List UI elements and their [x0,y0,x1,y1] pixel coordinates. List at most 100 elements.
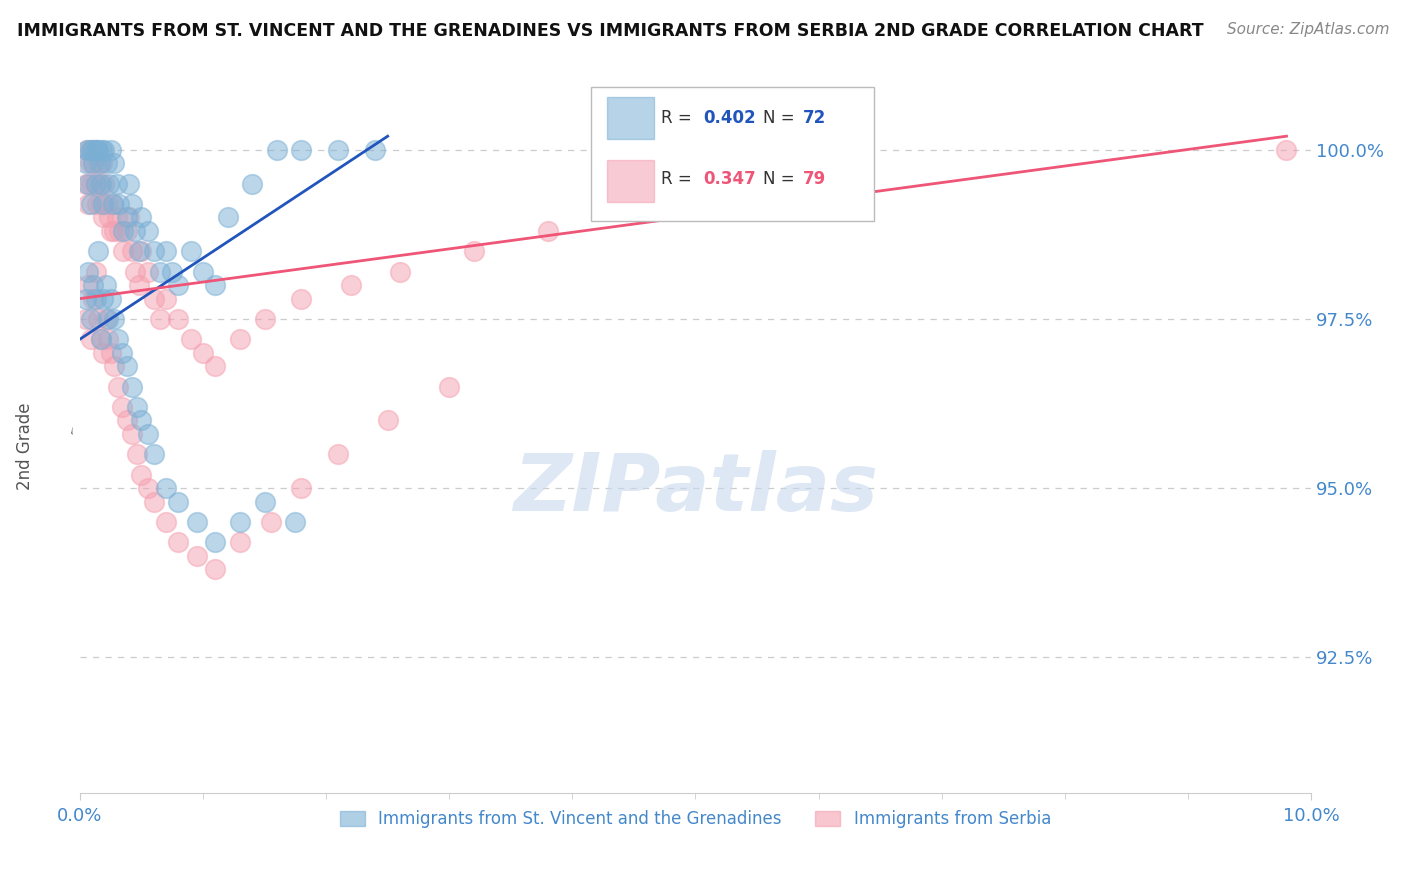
Point [136,481,159,495]
Point [86,197,108,211]
Point [89,177,111,191]
Point [84,264,107,278]
Point [364,143,387,157]
Point [131,467,153,482]
Point [80,312,103,326]
Point [90,177,112,191]
Point [76,143,98,157]
Point [463,244,485,259]
Point [180,332,202,346]
Point [83,143,105,157]
Point [101,197,124,211]
Point [87,312,110,326]
Point [623,197,645,211]
Y-axis label: Serbia
2nd Grade: Serbia 2nd Grade [72,427,75,434]
Point [204,562,226,576]
Point [142,244,165,259]
Point [240,177,263,191]
Point [136,224,159,238]
Point [131,244,153,259]
Point [100,224,122,238]
Point [105,177,128,191]
Point [167,535,190,549]
Point [191,264,214,278]
Point [101,197,124,211]
Point [229,535,252,549]
Point [87,143,110,157]
Point [103,359,125,374]
Point [439,379,461,393]
Point [121,244,143,259]
Point [121,197,143,211]
Text: 72: 72 [803,109,825,127]
Point [103,224,125,238]
Point [388,264,411,278]
Point [100,292,122,306]
Point [96,197,118,211]
Text: 0.402: 0.402 [703,109,755,127]
Point [90,332,112,346]
Point [204,359,226,374]
Point [75,177,97,191]
Text: Source: ZipAtlas.com: Source: ZipAtlas.com [1226,22,1389,37]
Text: 0.347: 0.347 [703,170,755,188]
Point [84,143,107,157]
Point [105,211,128,225]
Point [217,211,239,225]
Point [90,332,112,346]
Point [86,143,108,157]
Point [107,379,129,393]
Point [266,143,288,157]
Point [339,278,361,293]
Point [131,211,153,225]
Point [186,549,208,563]
Point [142,447,165,461]
Point [290,143,312,157]
Point [87,244,110,259]
Point [115,224,138,238]
Point [87,156,110,170]
Point [149,312,172,326]
Point [79,143,101,157]
Point [91,143,114,157]
Point [96,156,118,170]
Point [100,345,122,359]
Point [97,312,120,326]
Point [84,292,107,306]
Point [253,312,276,326]
Point [115,359,138,374]
Point [84,177,107,191]
Point [82,143,104,157]
Point [111,345,134,359]
FancyBboxPatch shape [607,97,654,139]
Point [82,156,104,170]
Point [108,224,131,238]
Point [77,264,100,278]
Point [124,224,146,238]
Point [167,312,190,326]
Point [115,413,138,427]
Point [142,292,165,306]
Point [111,244,134,259]
Point [125,400,148,414]
Point [98,211,121,225]
Point [100,143,122,157]
Point [1275,143,1298,157]
Point [290,292,312,306]
Point [93,143,115,157]
Point [191,345,214,359]
Point [142,494,165,508]
Point [98,177,121,191]
Point [90,197,112,211]
Point [290,481,312,495]
Point [77,197,100,211]
Point [80,177,103,191]
Point [91,211,114,225]
Point [180,244,202,259]
Point [91,156,114,170]
Text: N =: N = [763,109,800,127]
Point [111,224,134,238]
Point [328,447,350,461]
Point [91,292,114,306]
Text: R =: R = [661,170,697,188]
